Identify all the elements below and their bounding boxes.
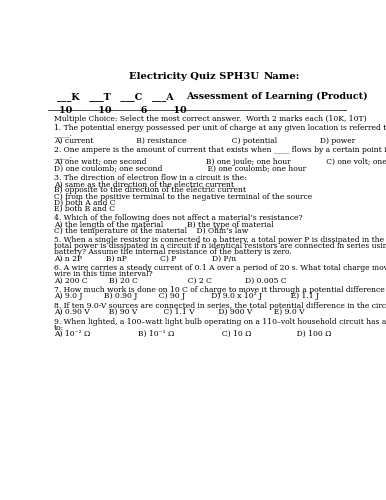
Text: 6. A wire carries a steady current of 0.1 A over a period of 20 s. What total ch: 6. A wire carries a steady current of 0.…	[54, 264, 386, 272]
Text: wire in this time interval?: wire in this time interval?	[54, 270, 153, 278]
Text: 5. When a single resistor is connected to a battery, a total power P is dissipat: 5. When a single resistor is connected t…	[54, 236, 386, 244]
Text: A) 200 C         B) 20 C                     C) 2 C              D) 0.005 C: A) 200 C B) 20 C C) 2 C D) 0.005 C	[54, 276, 287, 284]
Text: Name:: Name:	[264, 72, 300, 80]
Text: D) both A and C: D) both A and C	[54, 198, 116, 206]
Text: 8. If ten 9.0-V sources are connected in series, the total potential difference : 8. If ten 9.0-V sources are connected in…	[54, 302, 386, 310]
Text: A) the length of the material          B) the type of material: A) the length of the material B) the typ…	[54, 220, 274, 228]
Text: Electricity Quiz SPH3U: Electricity Quiz SPH3U	[129, 72, 259, 80]
Text: D) one coulomb; one second                   E) one coulomb; one hour: D) one coulomb; one second E) one coulom…	[54, 164, 306, 172]
Text: total power is dissipated in a circuit if n identical resistors are connected in: total power is dissipated in a circuit i…	[54, 242, 386, 250]
Text: to:: to:	[54, 324, 64, 332]
Text: battery? Assume the internal resistance of the battery is zero.: battery? Assume the internal resistance …	[54, 248, 292, 256]
Text: 1. The potential energy possessed per unit of charge at any given location is re: 1. The potential energy possessed per un…	[54, 124, 386, 132]
Text: 2. One ampere is the amount of current that exists when ____ flows by a certain : 2. One ampere is the amount of current t…	[54, 146, 386, 154]
Text: C) the temperature of the material    D) Ohm’s law: C) the temperature of the material D) Oh…	[54, 226, 249, 234]
Text: C) from the positive terminal to the negative terminal of the source: C) from the positive terminal to the neg…	[54, 192, 313, 200]
Text: A) current                  B) resistance                   C) potential        : A) current B) resistance C) potential	[54, 136, 356, 144]
Text: B) opposite to the direction of the electric current: B) opposite to the direction of the elec…	[54, 186, 246, 194]
Text: E) both B and C: E) both B and C	[54, 204, 115, 212]
Text: Multiple Choice: Select the most correct answer.  Worth 2 marks each (10K, 10T): Multiple Choice: Select the most correct…	[54, 114, 367, 122]
Text: 4. Which of the following does not affect a material’s resistance?: 4. Which of the following does not affec…	[54, 214, 303, 222]
Text: ____.: ____.	[54, 130, 77, 138]
Text: A) n 2P          B) nP              C) P               D) P/n: A) n 2P B) nP C) P D) P/n	[54, 254, 236, 262]
Text: 7. How much work is done on 10 C of charge to move it through a potential differ: 7. How much work is done on 10 C of char…	[54, 286, 386, 294]
Text: 10        10         6        10: 10 10 6 10	[59, 106, 186, 115]
Text: A) 10⁻² Ω                    B) 10⁻¹ Ω                    C) 10 Ω               : A) 10⁻² Ω B) 10⁻¹ Ω C) 10 Ω	[54, 330, 332, 338]
Text: Assessment of Learning (Product): Assessment of Learning (Product)	[186, 92, 367, 100]
Text: ___K   ___T   ___C   ___A: ___K ___T ___C ___A	[57, 92, 174, 100]
Text: ____.: ____.	[54, 152, 77, 160]
Text: 9. When lighted, a 100–watt light bulb operating on a 110–volt household circuit: 9. When lighted, a 100–watt light bulb o…	[54, 318, 386, 326]
Text: A) 0.90 V        B) 90 V           C) 1.1 V          D) 900 V         E) 9.0 V: A) 0.90 V B) 90 V C) 1.1 V D) 900 V E) 9…	[54, 308, 305, 316]
Text: A) same as the direction of the electric current: A) same as the direction of the electric…	[54, 180, 234, 188]
Text: A) one watt; one second                         B) one joule; one hour          : A) one watt; one second B) one joule; on…	[54, 158, 386, 166]
Text: 3. The direction of electron flow in a circuit is the:: 3. The direction of electron flow in a c…	[54, 174, 247, 182]
Text: A) 9.0 J         B) 0.90 J         C) 90 J           D) 9.0 x 10² J            E: A) 9.0 J B) 0.90 J C) 90 J D) 9.0 x 10² …	[54, 292, 319, 300]
